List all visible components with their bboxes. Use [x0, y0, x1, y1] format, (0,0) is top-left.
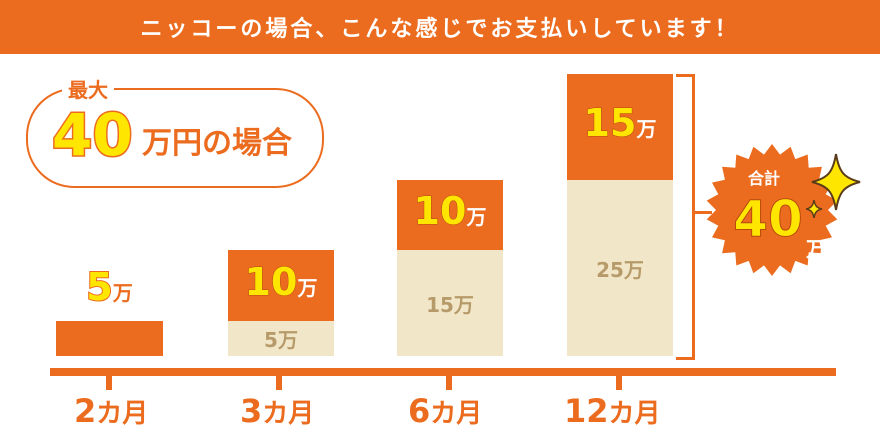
max-amount-value: 40 — [51, 100, 135, 171]
bar-new-label: 10万 — [413, 189, 487, 234]
bar-previous-label: 5万 — [264, 328, 298, 353]
x-axis-tick — [616, 368, 622, 390]
total-bracket — [676, 74, 695, 360]
max-label: 最大 — [62, 74, 114, 103]
x-axis — [50, 368, 836, 376]
x-axis-label: 2カ月 — [74, 392, 149, 430]
bar-new — [56, 321, 163, 356]
x-axis-tick — [276, 368, 282, 390]
total-badge: 合計 40 万 — [706, 144, 838, 276]
x-axis-label: 12カ月 — [564, 392, 661, 430]
bar-new — [567, 74, 673, 180]
sparkle-icon — [806, 153, 861, 218]
x-axis-label: 3カ月 — [240, 392, 315, 430]
total-value: 40 — [733, 190, 803, 248]
bar-new — [397, 179, 503, 251]
bar-new-label: 15万 — [583, 100, 657, 145]
bar-new — [228, 250, 334, 321]
bar-new-label: 5万 — [85, 264, 133, 310]
max-amount-unit: 万円の場合 — [142, 126, 292, 161]
bar-new-label: 10万 — [244, 259, 318, 304]
bar-previous-label: 25万 — [596, 257, 644, 282]
total-bracket-stem — [692, 211, 712, 214]
header-banner: ニッコーの場合、こんな感じでお支払いしています！ — [0, 0, 880, 54]
bar-previous — [228, 320, 334, 356]
bar-previous — [397, 250, 503, 356]
total-burst-shape — [706, 144, 838, 276]
max-amount-box — [26, 88, 324, 188]
x-axis-label: 6カ月 — [408, 392, 483, 430]
x-axis-tick — [106, 368, 112, 390]
bar-previous — [567, 179, 673, 356]
bar-previous-label: 15万 — [426, 293, 474, 318]
banner-text: ニッコーの場合、こんな感じでお支払いしています！ — [140, 17, 740, 42]
x-axis-tick — [446, 368, 452, 390]
total-label: 合計 — [748, 169, 780, 188]
total-unit: 万 — [805, 237, 826, 261]
